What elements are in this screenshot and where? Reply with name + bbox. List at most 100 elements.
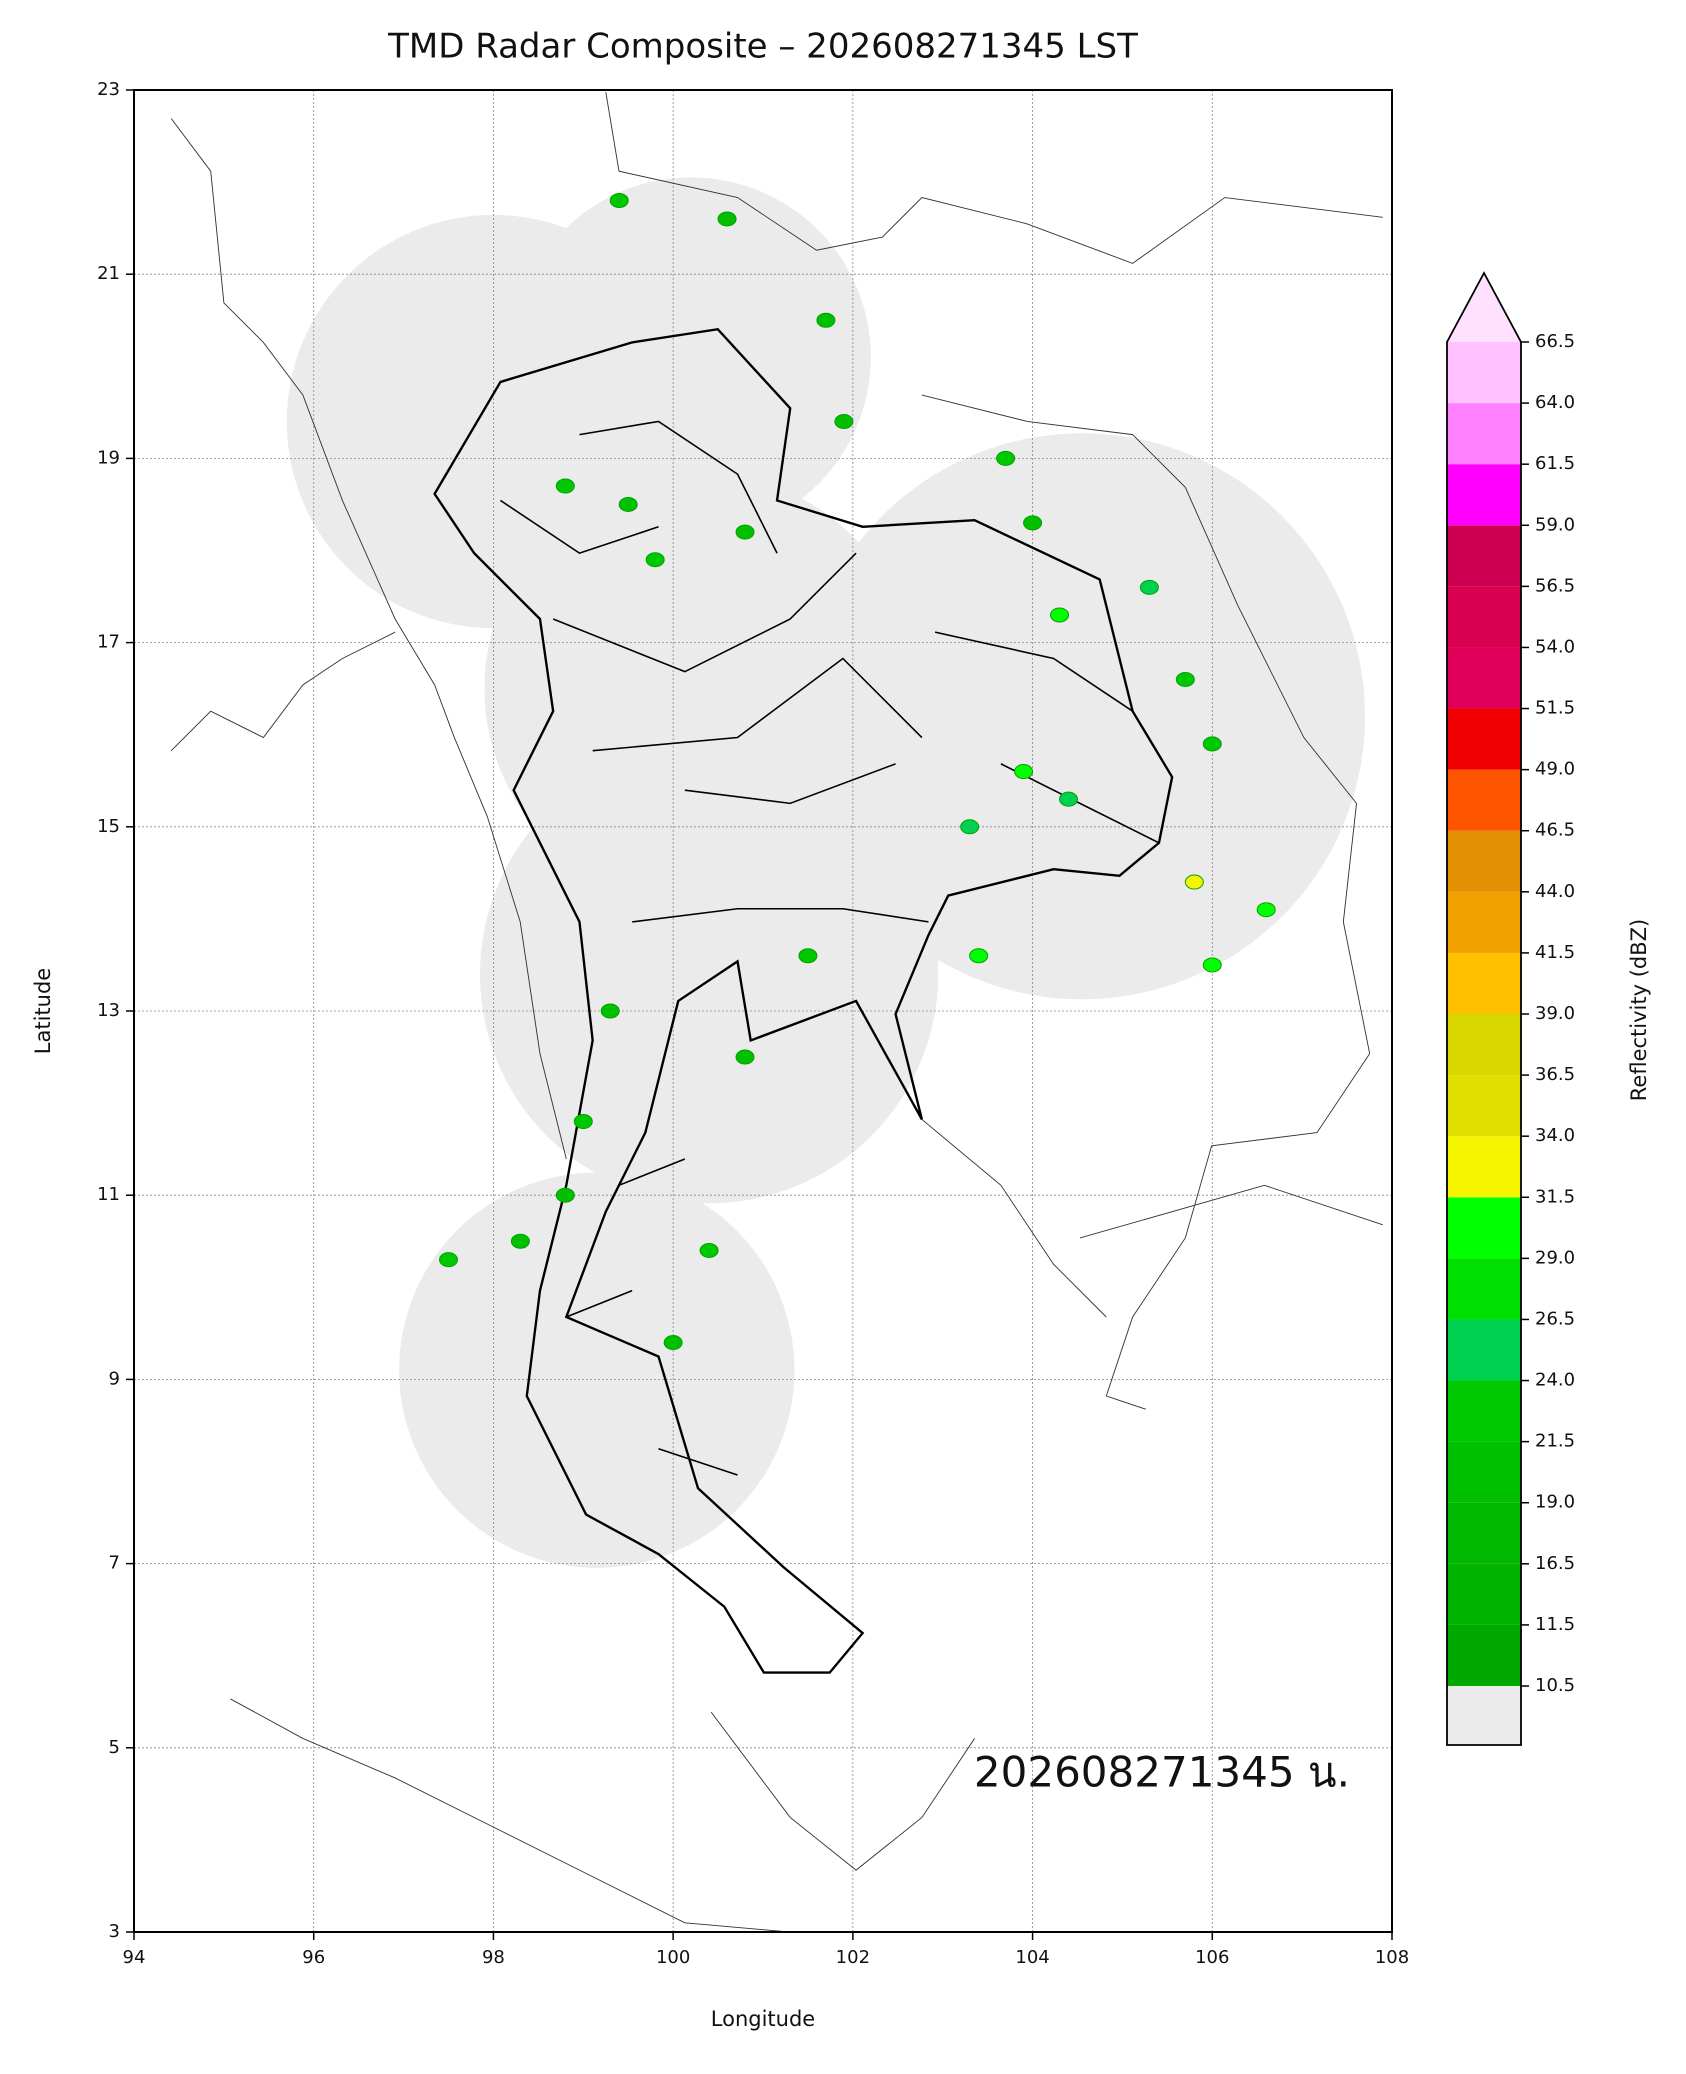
echo-layer [439,193,1276,1351]
colorbar-tick-label: 10.5 [1535,1675,1575,1696]
colorbar-tick-label: 54.0 [1535,636,1575,657]
colorbar-band [1447,586,1521,648]
radar-echo [798,948,818,964]
colorbar-tick-label: 19.0 [1535,1492,1575,1513]
radar-echo [510,1233,530,1249]
colorbar-band [1447,891,1521,953]
colorbar-outline [1446,271,1522,1746]
y-tick-label: 5 [109,1737,120,1758]
x-tick-label: 104 [1015,1947,1049,1968]
plot-frame [133,89,1393,1933]
x-tick-label: 94 [123,1947,146,1968]
coverage-layer [286,177,1366,1568]
radar-echo [1023,515,1043,531]
colorbar-band [1447,647,1521,709]
colorbar-tick-label: 16.5 [1535,1553,1575,1574]
y-tick-label: 7 [109,1553,120,1574]
colorbar: 10.5 11.5 16.5 19.0 21.5 24.0 26.5 29.0 31.5 34.0… [1446,271,1575,1746]
radar-echo [1184,874,1204,890]
colorbar-over [1447,273,1521,342]
radar-echo [717,211,737,227]
radar-echo [555,478,575,494]
colorbar-tick-label: 56.5 [1535,575,1575,596]
colorbar-band [1447,1319,1521,1381]
radar-echo [834,414,854,430]
radar-coverage [798,433,1366,1000]
y-tick-label: 3 [109,1921,120,1942]
colorbar-band [1447,1197,1521,1259]
radar-echo [573,1114,593,1130]
radar-echo [645,552,665,568]
colorbar-band [1447,769,1521,831]
x-tick-label: 98 [482,1947,505,1968]
colorbar-tick-label: 31.5 [1535,1186,1575,1207]
colorbar-band [1447,342,1521,404]
radar-echo [600,1003,620,1019]
coastline-south [230,1698,975,1933]
radar-echo [735,524,755,540]
thailand-border [433,327,1174,1674]
y-tick-label: 19 [97,447,120,468]
colorbar-band [1447,952,1521,1014]
y-tick-label: 23 [97,79,120,100]
colorbar-tick-label: 39.0 [1535,1003,1575,1024]
radar-echo [1256,902,1276,918]
coastline [170,118,567,1160]
radar-echo [699,1242,719,1258]
colorbar-tick-label: 66.5 [1535,331,1575,352]
colorbar-band [1447,464,1521,526]
colorbar-tick-label: 59.0 [1535,514,1575,535]
colorbar-band [1447,1563,1521,1625]
radar-echo [1050,607,1070,623]
radar-echo [816,312,836,328]
x-tick-label: 100 [656,1947,690,1968]
y-tick-label: 17 [97,632,120,653]
radar-coverage [479,745,939,1204]
radar-echo [609,193,629,209]
x-tick-label: 102 [836,1947,870,1968]
y-tick-label: 13 [97,1000,120,1021]
radar-echo [735,1049,755,1065]
colorbar-band [1447,1014,1521,1076]
x-tick-label: 108 [1375,1947,1409,1968]
radar-echo [960,819,980,835]
y-tick-label: 11 [97,1184,120,1205]
colorbar-tick-label: 11.5 [1535,1614,1575,1635]
colorbar-tick-label: 29.0 [1535,1247,1575,1268]
colorbar-tick-label: 36.5 [1535,1064,1575,1085]
colorbar-band [1447,403,1521,465]
radar-echo [969,948,989,964]
colorbar-tick-label: 26.5 [1535,1308,1575,1329]
colorbar-tick-label: 24.0 [1535,1370,1575,1391]
colorbar-band [1447,1258,1521,1320]
colorbar-tick-label: 41.5 [1535,942,1575,963]
colorbar-band [1447,1624,1521,1686]
colorbar-tick-label: 44.0 [1535,881,1575,902]
radar-echo [1014,764,1034,780]
x-axis-label: Longitude [711,2007,815,2031]
colorbar-tick-label: 21.5 [1535,1431,1575,1452]
radar-echo [996,450,1016,466]
radar-echo [439,1252,458,1268]
radar-coverage [511,177,871,537]
radar-echo [1139,579,1159,595]
colorbar-tick-label: 49.0 [1535,759,1575,780]
borders [605,92,1383,1410]
colorbar-tick-label: 64.0 [1535,392,1575,413]
x-tick-label: 96 [302,1947,325,1968]
basemap [170,92,1383,1933]
x-tick-label: 106 [1195,1947,1229,1968]
colorbar-band [1447,708,1521,770]
colorbar-band [1447,1075,1521,1137]
chart-title: TMD Radar Composite – 202608271345 LST [387,27,1138,67]
colorbar-band [1447,1380,1521,1442]
colorbar-tick-label: 46.5 [1535,820,1575,841]
radar-echo [555,1187,575,1203]
colorbar-tick-label: 51.5 [1535,698,1575,719]
y-tick-label: 21 [97,263,120,284]
colorbar-tick-label: 61.5 [1535,453,1575,474]
radar-echo [1059,791,1079,807]
timestamp-annotation: 202608271345 น. [974,1748,1350,1797]
y-tick-label: 15 [97,816,120,837]
